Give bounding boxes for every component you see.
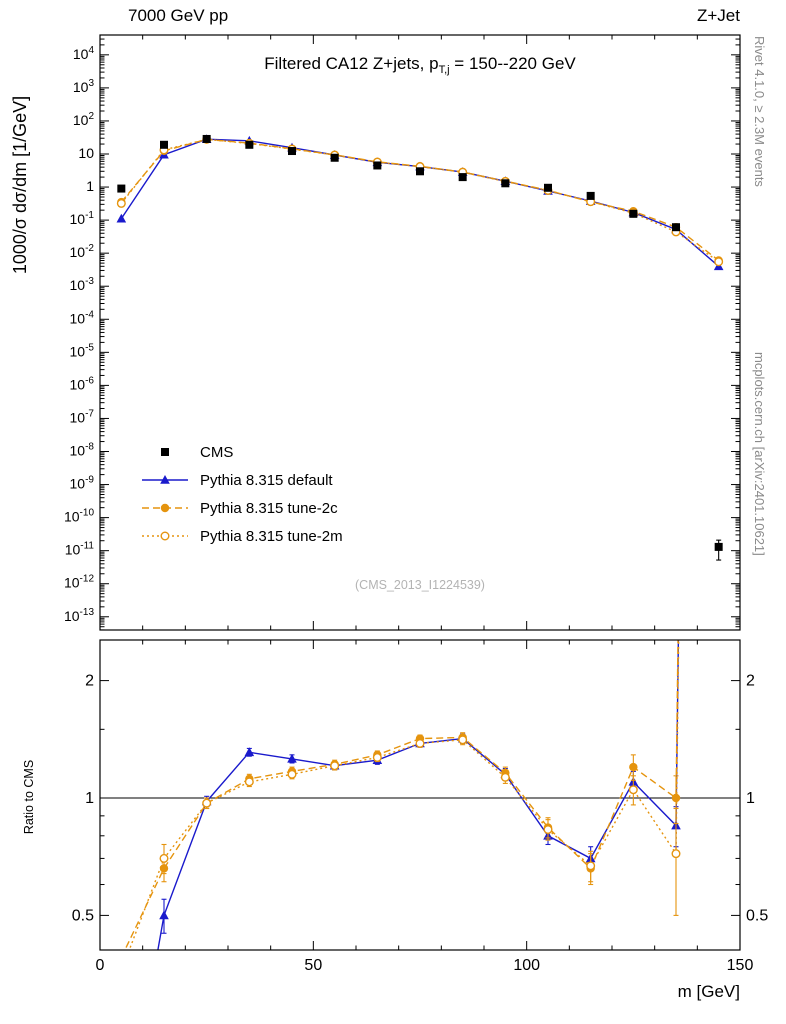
legend-label: CMS (200, 443, 234, 461)
rivet-version-label: Rivet 4.1.0, ≥ 2.3M events (752, 36, 767, 187)
plot-title-prefix: Filtered CA12 Z+jets, p (264, 54, 439, 73)
legend-item: Pythia 8.315 default (140, 466, 343, 494)
legend-label: Pythia 8.315 default (200, 471, 333, 489)
series-line-pythia-8-315-tune-2c (120, 138, 720, 262)
ratio-tick-label-left: 1 (85, 790, 94, 807)
legend-label: Pythia 8.315 tune-2m (200, 527, 343, 545)
x-axis-label: m [GeV] (677, 982, 740, 1001)
main-panel-frame (99, 34, 741, 631)
legend-label: Pythia 8.315 tune-2c (200, 499, 338, 517)
plot-title-subscript: T,j (438, 64, 450, 76)
process-label: Z+Jet (697, 6, 740, 25)
y-tick-label: 10-13 (64, 607, 94, 624)
ratio-tick-label-right: 0.5 (746, 907, 768, 924)
y-tick-label: 10-2 (70, 243, 95, 260)
y-tick-label: 10-9 (70, 475, 95, 492)
y-tick-label: 10 (78, 145, 94, 161)
legend-marker-square (161, 448, 169, 456)
ratio-tick-label-right: 1 (746, 790, 755, 807)
y-tick-label: 104 (73, 45, 95, 62)
x-tick-label: 50 (304, 957, 322, 974)
y-tick-label: 10-11 (65, 541, 95, 558)
x-tick-label: 0 (96, 957, 105, 974)
legend-item: CMS (140, 438, 343, 466)
legend-item: Pythia 8.315 tune-2m (140, 522, 343, 550)
legend-marker-triangle (142, 475, 188, 484)
ratio-panel-series (124, 640, 681, 950)
y-tick-label: 103 (73, 78, 95, 95)
mcplots-reference-label: mcplots.cern.ch [arXiv:2401.10621] (752, 352, 767, 556)
ratio-panel-frame (99, 639, 741, 951)
x-tick-label: 150 (727, 957, 754, 974)
plot-title: Filtered CA12 Z+jets, pT,j = 150--220 Ge… (180, 54, 660, 76)
y-tick-label: 10-6 (70, 375, 95, 392)
y-tick-label: 10-1 (70, 210, 95, 227)
ratio-tick-label-right: 2 (746, 673, 755, 690)
series-line-pythia-8-315-default (120, 138, 720, 267)
axis-tick-labels: 10-1310-1210-1110-1010-910-810-710-610-5… (64, 45, 768, 974)
legend-item: Pythia 8.315 tune-2c (140, 494, 343, 522)
ratio-axis-label: Ratio to CMS (22, 759, 36, 835)
y-tick-label: 10-4 (70, 309, 95, 326)
y-tick-label: 10-7 (70, 408, 95, 425)
plot-title-suffix: = 150--220 GeV (449, 54, 576, 73)
legend-marker-circle (142, 503, 188, 513)
legend: CMS Pythia 8.315 default Pythia 8.315 tune… (140, 438, 343, 550)
y-tick-label: 10-5 (70, 342, 95, 359)
ratio-line-pythia-8-315-tune-2m (128, 640, 680, 950)
y-tick-label: 10-12 (64, 574, 94, 591)
x-tick-label: 100 (513, 957, 540, 974)
axis-ticks (99, 35, 741, 950)
y-axis-label: 1000/σ dσ/dm [1/GeV] (10, 95, 30, 275)
y-tick-label: 102 (73, 111, 95, 128)
analysis-watermark: (CMS_2013_I1224539) (355, 578, 485, 592)
series-line-pythia-8-315-tune-2m (120, 138, 720, 263)
y-tick-label: 1 (86, 178, 94, 194)
legend-marker-circle-open (142, 531, 188, 541)
ratio-tick-label-left: 2 (85, 673, 94, 690)
beam-energy-label: 7000 GeV pp (128, 6, 229, 25)
main-panel-series (116, 134, 724, 561)
y-tick-label: 10-3 (70, 276, 95, 293)
y-tick-label: 10-8 (70, 442, 95, 459)
ratio-tick-label-left: 0.5 (72, 907, 94, 924)
y-tick-label: 10-10 (64, 508, 94, 525)
